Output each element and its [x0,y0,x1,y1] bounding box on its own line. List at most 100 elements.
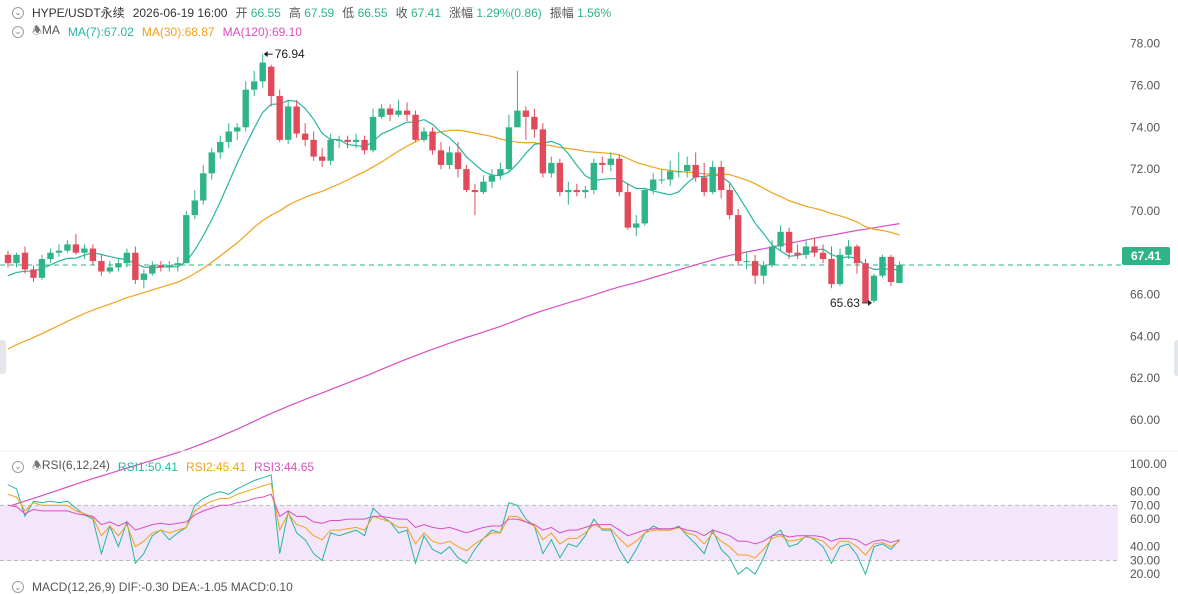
rsi3-line [7,493,900,546]
ma-legend: ⌄ 🕭MA MA(7):67.02 MA(30):68.87 MA(120):6… [0,22,302,41]
candle-body [361,139,368,151]
high-value: 67.59 [304,6,335,20]
candle-body [497,169,504,176]
candle-body [157,265,165,268]
candle-body [200,173,207,201]
candle-body [539,129,547,174]
candle-body [777,231,784,247]
candle-body [802,246,810,255]
price-axis-tick-label: 76.00 [1130,79,1160,93]
candle-body [599,162,606,165]
low-value: 66.55 [357,6,388,20]
candle-body [293,106,300,134]
candle-body [98,261,105,272]
ma-indicator-label[interactable]: MA [41,23,60,37]
price-axis-tick-label: 66.00 [1130,288,1160,302]
candle-body [463,169,470,191]
candle-body [140,273,148,280]
candle-body [751,261,759,276]
macd-legend-text: MACD(12,26,9) DIF:-0.30 DEA:-1.05 MACD:0… [32,580,293,594]
candle-body [870,275,878,301]
candle-body [132,252,139,280]
left-scroll-handle[interactable] [0,340,6,374]
candle-body [38,258,46,278]
price-axis-tick-label: 70.00 [1130,204,1160,218]
candle-body [81,248,88,253]
candle-body [531,116,538,130]
rsi-alert-bell-icon[interactable]: 🕭 [32,460,42,472]
candle-body [64,244,71,251]
macd-collapse-icon[interactable]: ⌄ [12,581,24,593]
candle-body [284,106,292,140]
symbol-info-bar: ⌄ HYPE/USDT永续 2026-06-19 16:00 开 66.55 高… [0,4,611,21]
candle-body [675,171,682,173]
right-scroll-handle[interactable] [1174,340,1178,376]
candle-body [845,246,852,255]
candle-body [505,127,513,170]
candle-body [633,223,640,228]
amplitude-label: 振幅 [549,6,574,20]
alert-bell-icon[interactable]: 🕭 [32,25,42,37]
candle-body [734,215,742,262]
candle-body [47,252,54,259]
candle-body [828,258,835,285]
candle-body [590,162,598,191]
candle-body [616,158,623,193]
price-axis-tick-label: 72.00 [1130,162,1160,176]
rsi-axis-tick-label: 60.00 [1130,512,1160,526]
candle-body [658,179,665,181]
candle-body [335,139,343,141]
candle-body [879,256,886,276]
candle-body [301,133,309,140]
rsi2-line [7,482,900,559]
candle-body [488,175,496,182]
candle-body [794,252,801,255]
candle-body [548,162,555,174]
ma120-line [7,223,900,508]
candle-body [183,215,190,264]
ma-collapse-icon[interactable]: ⌄ [12,25,24,38]
candle-body [709,167,716,193]
rsi-axis-tick-label: 20.00 [1130,567,1160,581]
candle-body [208,152,215,174]
candle-body [785,231,793,253]
candle-body [811,246,818,253]
candle-body [115,263,122,268]
rsi-axis-tick-label: 80.00 [1130,485,1160,499]
candle-body [760,265,767,276]
candle-body [768,246,776,266]
candle-body [717,167,725,191]
candle-body [234,127,241,132]
candle-body [582,190,589,193]
rsi-indicator-label[interactable]: RSI(6,12,24) [41,458,110,472]
rsi-collapse-icon[interactable]: ⌄ [12,460,24,473]
candle-body [106,267,114,272]
current-price-tag: 67.41 [1122,247,1170,265]
candle-body [437,150,445,165]
candle-body [480,181,487,193]
candle-body [242,89,249,128]
candle-body [836,254,844,285]
symbol-name: HYPE/USDT永续 [32,6,125,20]
candle-body [607,158,614,165]
candle-body [191,200,198,216]
collapse-toggle-icon[interactable]: ⌄ [12,6,24,19]
price-axis-tick-label: 60.00 [1130,413,1160,427]
candle-body [276,95,283,140]
price-axis-tick-label: 74.00 [1130,120,1160,134]
low-marker-arrowhead [867,299,872,306]
ma120-value: MA(120):69.10 [222,24,302,39]
candle-body [420,131,428,140]
candle-body [819,252,827,259]
candle-body [650,179,657,191]
candle-body [556,162,564,193]
high-marker-arrowhead [263,51,268,58]
candle-body [310,139,317,157]
candle-body [565,190,572,193]
candle-body [89,248,97,262]
candle-body [259,62,266,82]
candle-body [403,110,411,115]
rsi-axis-tick-label: 100.00 [1130,457,1167,471]
candle-body [726,190,733,216]
